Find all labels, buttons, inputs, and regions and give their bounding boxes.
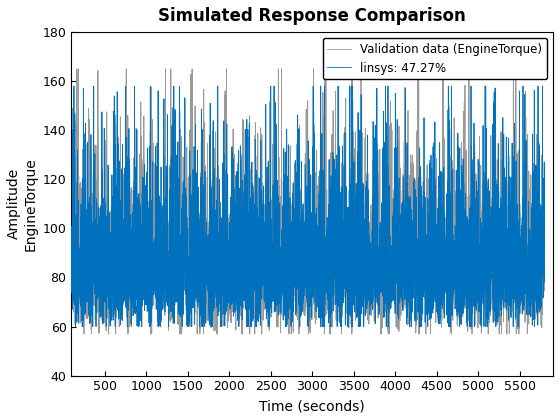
- linsys: 47.27%: (3.41e+03, 94): 47.27%: (3.41e+03, 94): [343, 241, 350, 246]
- linsys: 47.27%: (2.02e+03, 110): 47.27%: (2.02e+03, 110): [228, 202, 235, 207]
- Validation data (EngineTorque): [228, 235, 235, 240]
- linsys: 47.27%: (100, 77.4): 47.27%: (100, 77.4): [68, 281, 75, 286]
- Validation data (EngineTorque): [343, 269, 350, 274]
- linsys: 47.27%: (5.55e+03, 109): 47.27%: (5.55e+03, 109): [520, 203, 527, 208]
- Title: Simulated Response Comparison: Simulated Response Comparison: [158, 7, 466, 25]
- Legend: Validation data (EngineTorque), linsys: 47.27%: Validation data (EngineTorque), linsys: …: [323, 38, 547, 79]
- Line: Validation data (EngineTorque): Validation data (EngineTorque): [72, 69, 545, 334]
- linsys: 47.27%: (5.8e+03, 123): 47.27%: (5.8e+03, 123): [542, 168, 548, 173]
- Validation data (EngineTorque): [68, 222, 75, 227]
- linsys: 47.27%: (751, 88.2): 47.27%: (751, 88.2): [122, 255, 129, 260]
- linsys: 47.27%: (4.97e+03, 68): 47.27%: (4.97e+03, 68): [473, 304, 479, 310]
- Validation data (EngineTorque): [473, 311, 479, 316]
- Y-axis label: Amplitude
EngineTorque: Amplitude EngineTorque: [7, 157, 37, 251]
- Validation data (EngineTorque): [122, 243, 129, 248]
- Validation data (EngineTorque): [520, 277, 527, 282]
- Validation data (EngineTorque): [81, 331, 87, 336]
- Validation data (EngineTorque): [542, 266, 548, 271]
- Line: linsys: 47.27%: linsys: 47.27%: [72, 86, 545, 327]
- linsys: 47.27%: (130, 158): 47.27%: (130, 158): [71, 84, 77, 89]
- linsys: 47.27%: (151, 60): 47.27%: (151, 60): [72, 324, 79, 329]
- X-axis label: Time (seconds): Time (seconds): [259, 399, 365, 413]
- linsys: 47.27%: (2.92e+03, 96.4): 47.27%: (2.92e+03, 96.4): [302, 235, 309, 240]
- Validation data (EngineTorque): [73, 66, 80, 71]
- Validation data (EngineTorque): [302, 151, 309, 156]
